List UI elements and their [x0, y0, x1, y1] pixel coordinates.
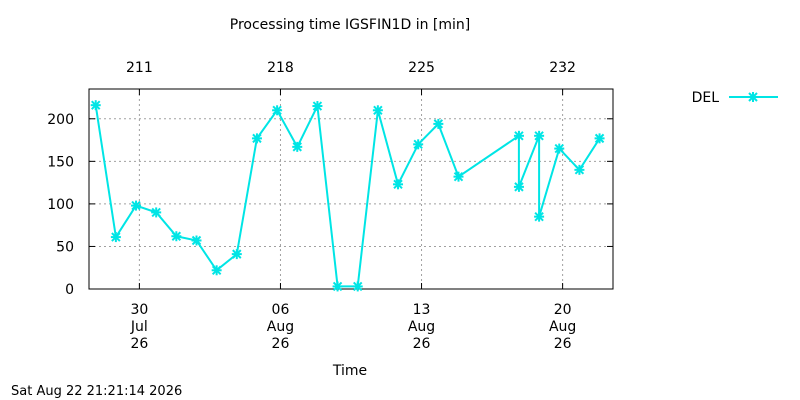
y-tick-label: 50: [56, 239, 74, 255]
grid: [89, 89, 613, 289]
x-tick-label: Aug: [549, 319, 576, 335]
y-tick-label: 150: [47, 154, 74, 170]
y-tick-label: 200: [47, 112, 74, 128]
data-point: [171, 231, 182, 242]
legend: DEL: [692, 90, 778, 106]
data-point: [332, 281, 343, 292]
legend-marker-del: [748, 92, 758, 102]
chart-title: Processing time IGSFIN1D in [min]: [230, 17, 470, 33]
y-tick-label: 0: [65, 282, 74, 298]
data-point: [231, 249, 242, 260]
x-tick-label: 13: [413, 302, 431, 318]
x-tick-label: 26: [413, 336, 431, 352]
data-point: [211, 265, 222, 276]
x-tick-label: 26: [130, 336, 148, 352]
top-tick-label: 218: [267, 60, 294, 76]
x-tick-label: 20: [554, 302, 572, 318]
data-point: [594, 133, 605, 144]
x-tick-label: 26: [554, 336, 572, 352]
data-point: [151, 207, 162, 218]
timestamp: Sat Aug 22 21:21:14 2026: [11, 384, 182, 399]
x-tick-label: Aug: [408, 319, 435, 335]
x-tick-label: 26: [272, 336, 290, 352]
data-point: [312, 101, 323, 112]
data-point: [131, 200, 142, 211]
data-point: [513, 181, 524, 192]
top-tick-label: 232: [549, 60, 576, 76]
data-point: [352, 281, 363, 292]
top-axis-tick-labels: 211 218 225 232: [126, 60, 576, 76]
y-axis-tick-labels: 0 50 100 150 200: [47, 112, 74, 298]
data-point: [251, 133, 262, 144]
legend-marker-symbol: [748, 92, 758, 102]
legend-label-del: DEL: [692, 90, 720, 106]
x-axis-label: Time: [332, 363, 367, 379]
data-point: [393, 179, 404, 190]
data-point: [534, 211, 545, 222]
x-tick-label: Aug: [267, 319, 294, 335]
x-tick-label: 30: [130, 302, 148, 318]
data-point: [292, 141, 303, 152]
data-point: [534, 130, 545, 141]
data-point: [574, 164, 585, 175]
plot-frame: [88, 88, 614, 290]
y-tick-label: 100: [47, 197, 74, 213]
top-tick-label: 225: [408, 60, 435, 76]
data-point: [513, 130, 524, 141]
series-del: [90, 100, 605, 292]
data-point: [433, 118, 444, 129]
data-point: [191, 235, 202, 246]
data-point: [554, 143, 565, 154]
data-point: [413, 139, 424, 150]
data-point: [272, 105, 283, 116]
data-point: [453, 171, 464, 182]
x-tick-label: Jul: [130, 319, 148, 335]
series-line-del: [94, 102, 601, 288]
top-tick-label: 211: [126, 60, 153, 76]
data-point: [110, 232, 121, 243]
x-tick-label: 06: [272, 302, 290, 318]
axis-ticks: [89, 89, 613, 290]
data-point: [372, 105, 383, 116]
data-point: [90, 100, 101, 111]
